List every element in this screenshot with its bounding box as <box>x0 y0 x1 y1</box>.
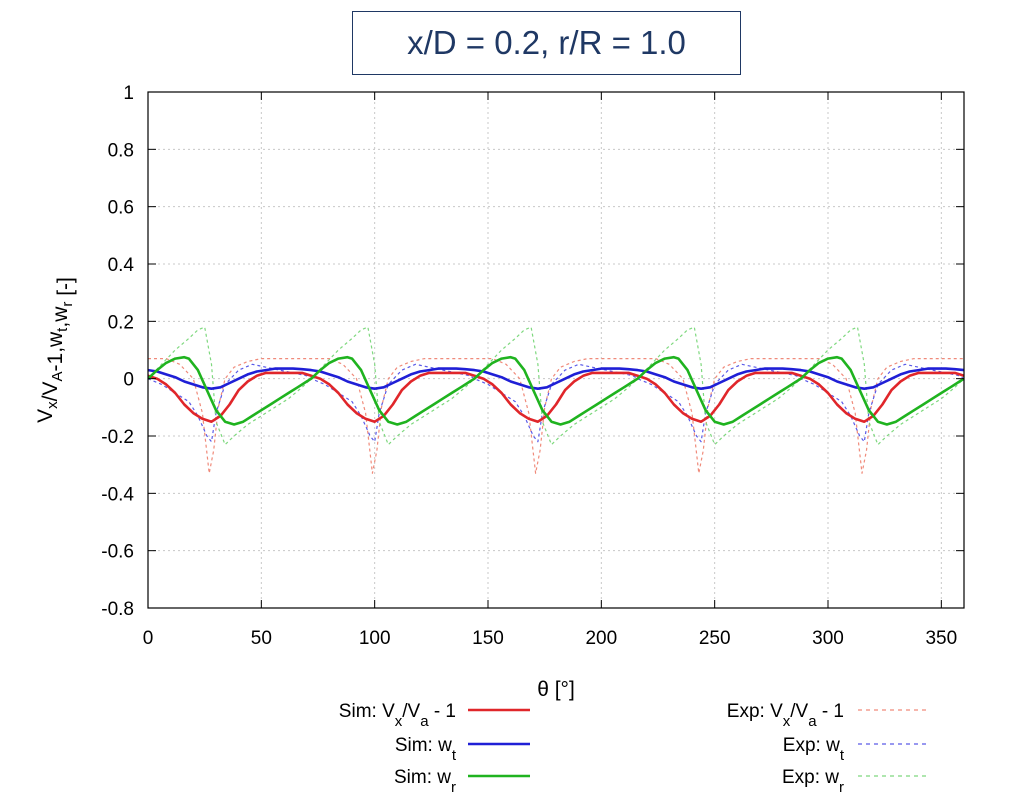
x-tick-label: 350 <box>925 628 957 649</box>
x-axis-label: θ [°] <box>537 678 575 701</box>
legend-label: Sim: wr <box>394 767 456 796</box>
x-tick-label: 150 <box>472 628 504 649</box>
grid <box>147 91 964 609</box>
y-tick-label: 0 <box>123 370 134 391</box>
series-line-exp-wr <box>148 326 964 446</box>
series-line-sim-vx-va-1 <box>148 371 964 423</box>
legend-label: Exp: wt <box>783 735 845 764</box>
y-tick-label: -0.2 <box>101 427 134 448</box>
y-tick-label: 0.6 <box>108 198 134 219</box>
chart-title: x/D = 0.2, r/R = 1.0 <box>352 11 741 75</box>
legend-label: Sim: wt <box>395 735 457 764</box>
legend-label: Sim: Vx/Va - 1 <box>339 701 456 730</box>
x-tick-label: 100 <box>359 628 391 649</box>
plot-frame <box>147 91 965 609</box>
y-tick-label: -0.8 <box>101 599 134 620</box>
y-tick-label: 0.4 <box>108 255 135 276</box>
x-tick-label: 250 <box>699 628 731 649</box>
series-line-exp-wt <box>148 363 964 443</box>
y-tick-label: 1 <box>123 83 134 104</box>
y-tick-label: 0.8 <box>108 140 134 161</box>
x-tick-label: 0 <box>143 628 154 649</box>
y-tick-label: -0.4 <box>101 484 134 505</box>
legend-label: Exp: Vx/Va - 1 <box>727 701 844 730</box>
series-layer <box>148 326 964 474</box>
series-line-sim-wr <box>148 355 964 426</box>
x-tick-label: 300 <box>812 628 844 649</box>
x-tick-label: 200 <box>585 628 617 649</box>
x-tick-label: 50 <box>251 628 272 649</box>
y-axis-label: Vx/VA-1,wt,wr [-] <box>34 277 77 423</box>
y-tick-label: -0.6 <box>101 542 134 563</box>
legend-label: Exp: wr <box>782 767 844 796</box>
legend: Sim: Vx/Va - 1 Sim: wt Sim: wr Exp: Vx/Va -… <box>339 701 930 796</box>
y-tick-label: 0.2 <box>108 312 134 333</box>
series-line-exp-vx-va-1 <box>148 358 964 474</box>
ticks: 0 50 100 150 200 250 300 350 1 0.8 0.6 0.4 0.2 0 -0.2 -… <box>101 83 964 649</box>
series-line-sim-wt <box>148 367 964 390</box>
